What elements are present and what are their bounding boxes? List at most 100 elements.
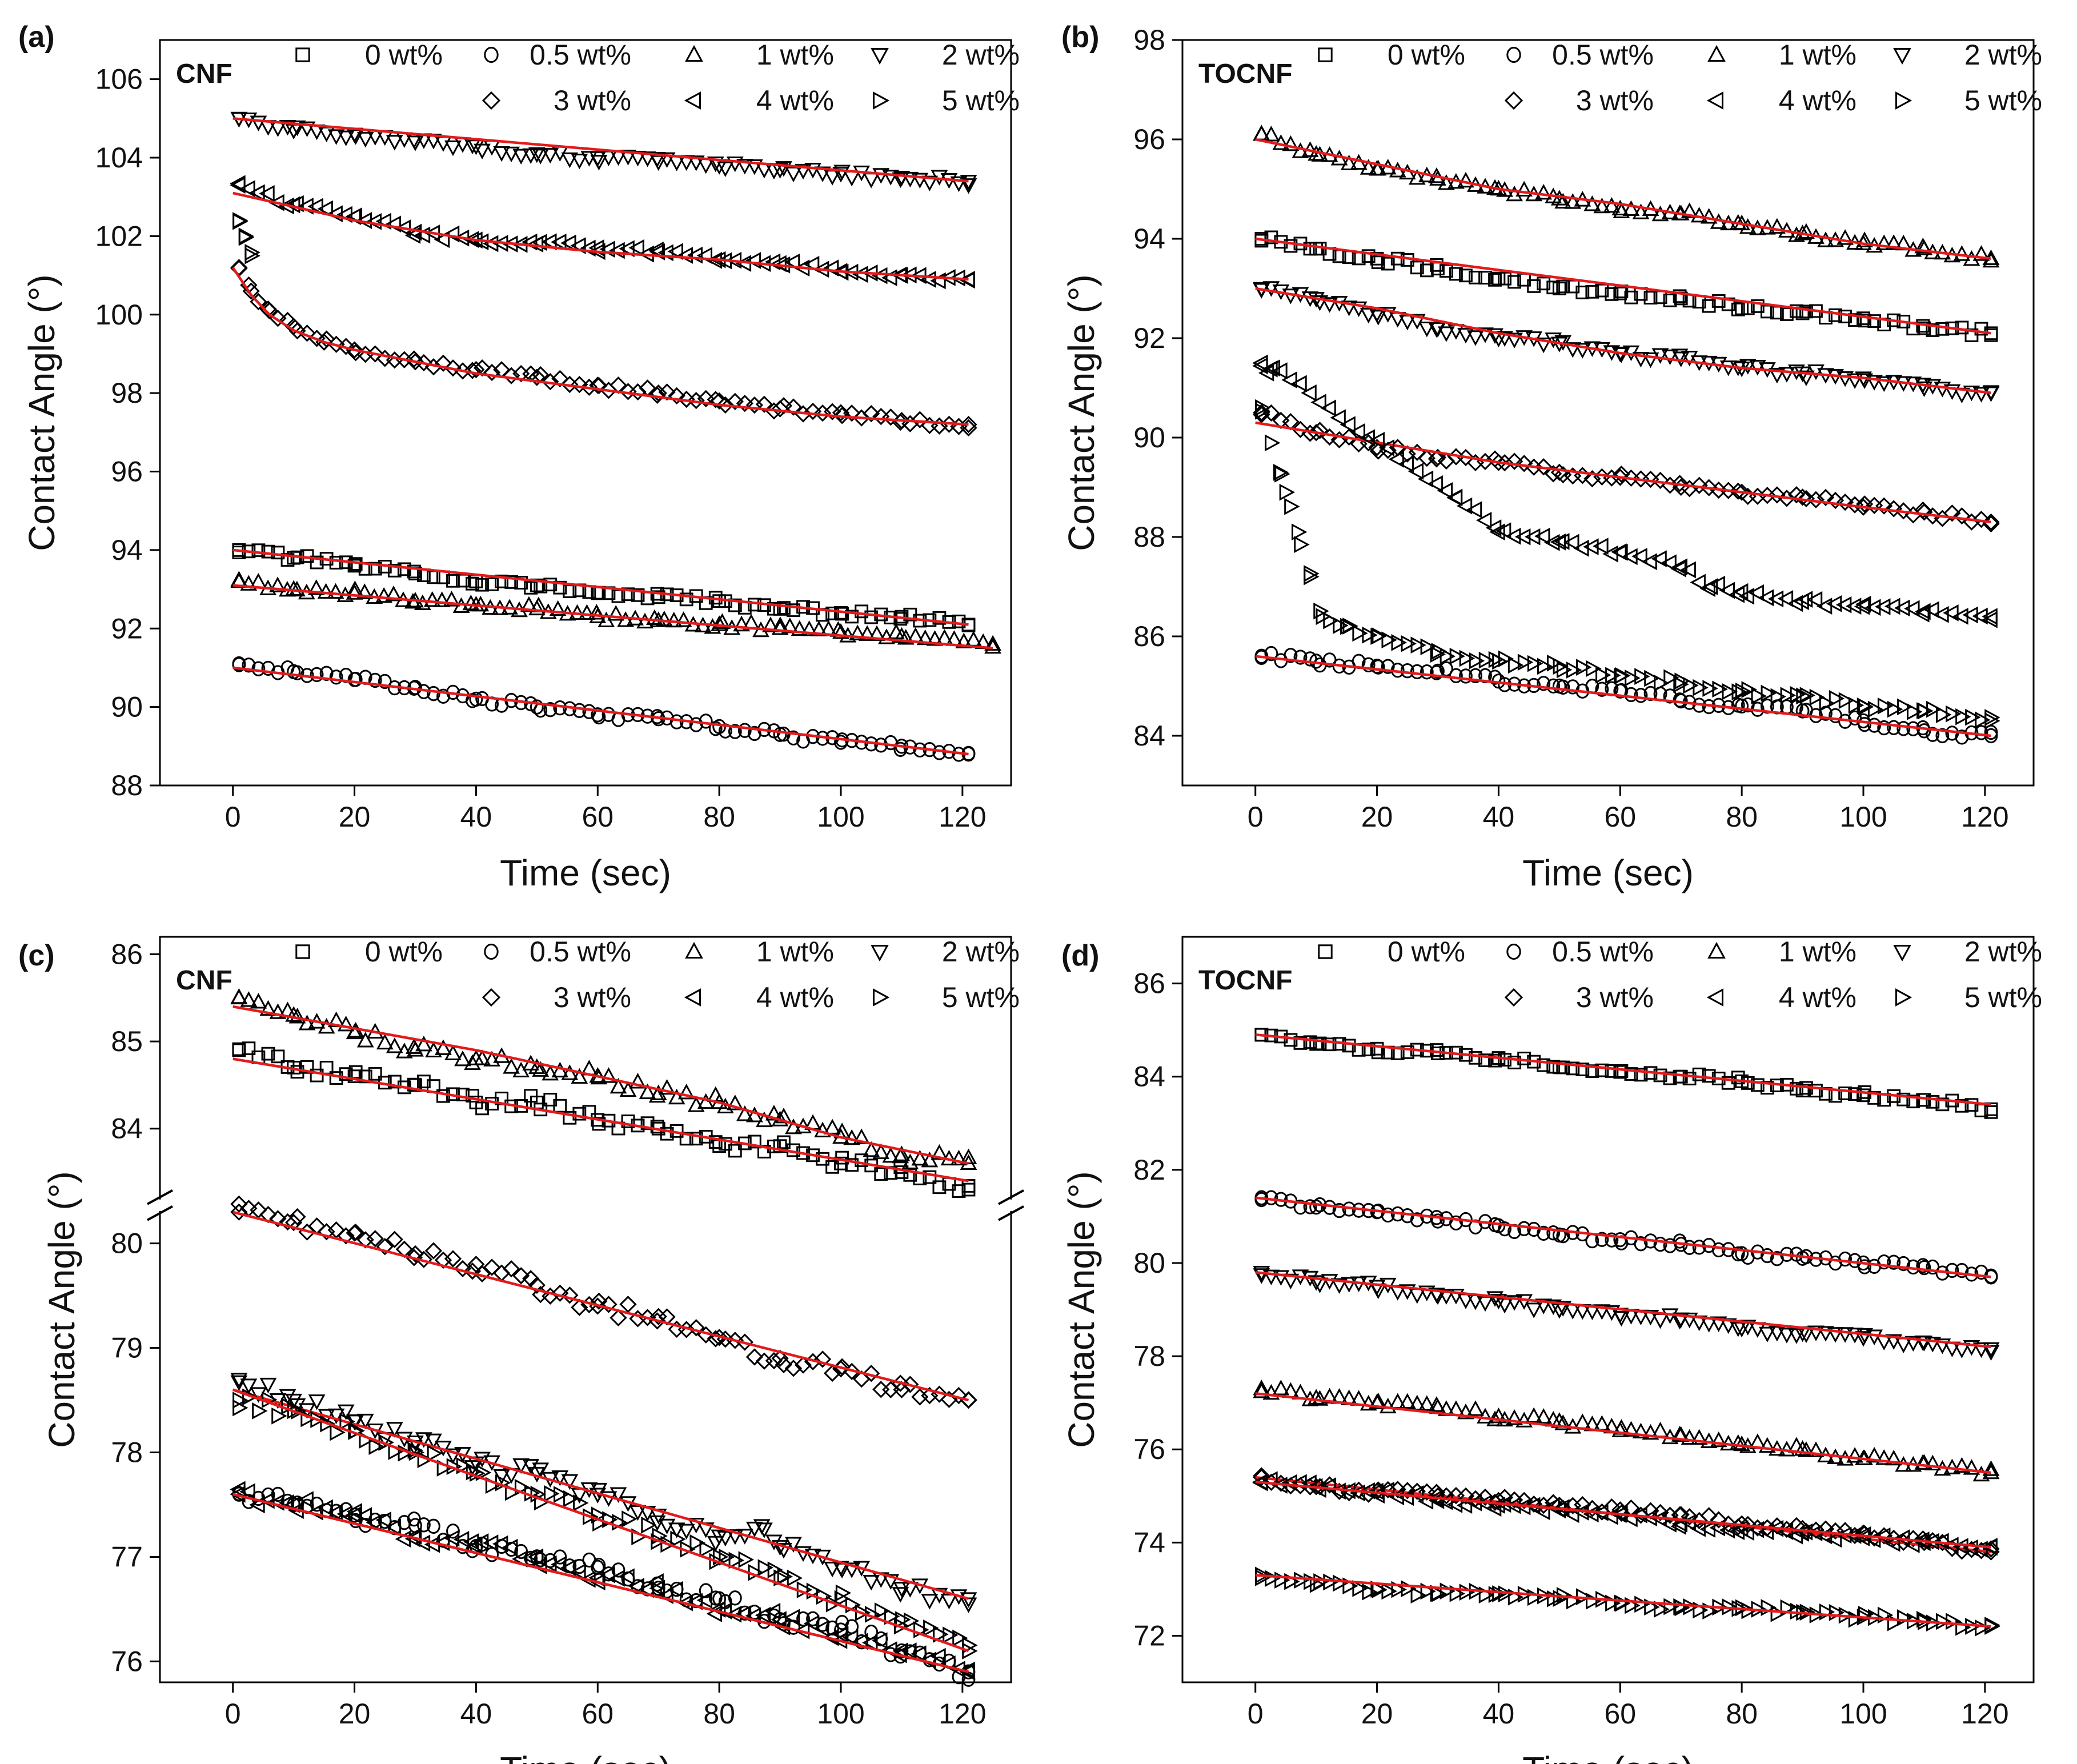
data-point: [1729, 1434, 1747, 1450]
data-point: [406, 1245, 424, 1263]
data-point: [514, 1478, 531, 1496]
data-point: [1418, 1285, 1436, 1301]
plot-frame: [159, 39, 1012, 787]
data-point: [230, 988, 248, 1005]
data-point: [1866, 1446, 1883, 1463]
data-point: [667, 243, 683, 260]
data-point: [1264, 646, 1278, 662]
data-point: [1809, 688, 1826, 706]
data-point: [1848, 1087, 1862, 1101]
data-point: [800, 620, 818, 636]
series-2wt: [230, 1373, 977, 1613]
legend-label: 3 wt%: [1576, 981, 1654, 1013]
data-point: [1506, 1295, 1523, 1311]
data-point: [728, 1590, 742, 1606]
fit-line: [232, 1388, 969, 1653]
data-point: [745, 252, 761, 269]
data-point: [242, 1041, 256, 1056]
data-point: [337, 1016, 355, 1032]
data-point: [1749, 487, 1766, 505]
data-point: [583, 1508, 599, 1525]
data-point: [1634, 668, 1650, 685]
data-point: [528, 1058, 546, 1075]
data-point: [1778, 367, 1795, 383]
data-point: [863, 1575, 880, 1591]
data-point: [1735, 1246, 1749, 1261]
y-tick-label: 92: [1133, 322, 1165, 354]
data-point: [1778, 490, 1796, 507]
data-point: [1982, 1342, 2000, 1358]
circle-marker-icon: [1506, 943, 1521, 960]
data-point: [1651, 1504, 1669, 1522]
data-point: [269, 1210, 287, 1228]
data-point: [1309, 1037, 1324, 1051]
data-point: [1369, 432, 1385, 449]
data-point: [737, 723, 752, 738]
data-point: [1574, 343, 1591, 359]
data-point: [599, 1566, 615, 1583]
triangle-up-marker-icon: [1707, 941, 1726, 959]
x-tick-label: 20: [339, 1698, 371, 1730]
data-point: [1308, 1389, 1325, 1405]
data-point: [726, 156, 744, 173]
data-point: [528, 368, 546, 386]
data-point: [1760, 1081, 1774, 1095]
data-point: [736, 159, 753, 175]
data-point: [298, 121, 316, 138]
data-point: [1846, 373, 1863, 389]
data-point: [1661, 349, 1679, 366]
legend-label: 4 wt%: [756, 981, 834, 1013]
data-point: [1770, 1605, 1787, 1622]
data-point: [1680, 1514, 1696, 1532]
data-point: [407, 1041, 424, 1057]
data-point: [375, 587, 393, 603]
y-tick-label: 84: [1133, 720, 1165, 752]
data-point: [514, 576, 528, 590]
series-5wt: [232, 212, 260, 264]
data-point: [1896, 1256, 1911, 1272]
data-point: [1837, 229, 1854, 245]
data-point: [793, 1622, 810, 1639]
data-point: [1918, 702, 1934, 720]
data-point: [532, 1061, 550, 1077]
data-point: [1282, 1273, 1300, 1290]
x-tick-label: 120: [939, 801, 986, 833]
data-point: [1936, 706, 1952, 723]
data-point: [1963, 1459, 1980, 1475]
data-point: [1613, 286, 1627, 300]
data-point: [425, 1041, 442, 1057]
data-point: [1381, 631, 1397, 649]
data-point: [375, 1511, 392, 1529]
data-point: [1857, 1088, 1870, 1102]
data-point: [1955, 708, 1971, 725]
data-point: [1525, 1407, 1543, 1423]
data-point: [469, 1096, 483, 1109]
data-point: [747, 1134, 761, 1149]
data-point: [926, 630, 944, 646]
data-point: [1550, 533, 1566, 551]
data-point: [1398, 1393, 1416, 1409]
x-tick-label: 0: [1248, 801, 1264, 833]
data-point: [1611, 1421, 1629, 1437]
x-tick-label: 100: [817, 1698, 864, 1730]
data-point: [1693, 679, 1709, 696]
data-point: [285, 318, 303, 335]
data-point: [1282, 135, 1300, 151]
data-point: [417, 1075, 431, 1089]
data-point: [1535, 337, 1553, 354]
data-point: [1262, 1269, 1280, 1286]
data-point: [893, 1145, 911, 1161]
data-point: [528, 1276, 546, 1294]
data-point: [1507, 1056, 1521, 1069]
data-point: [1651, 471, 1669, 490]
data-point: [1682, 1072, 1697, 1086]
data-point: [1552, 282, 1566, 295]
data-point: [1896, 698, 1913, 716]
plot-frame: [1181, 39, 2035, 787]
data-point: [1884, 1534, 1900, 1552]
data-point: [1490, 454, 1507, 471]
data-point: [376, 1238, 394, 1256]
data-point: [527, 1548, 544, 1566]
data-point: [1681, 202, 1698, 218]
data-point: [423, 591, 441, 607]
